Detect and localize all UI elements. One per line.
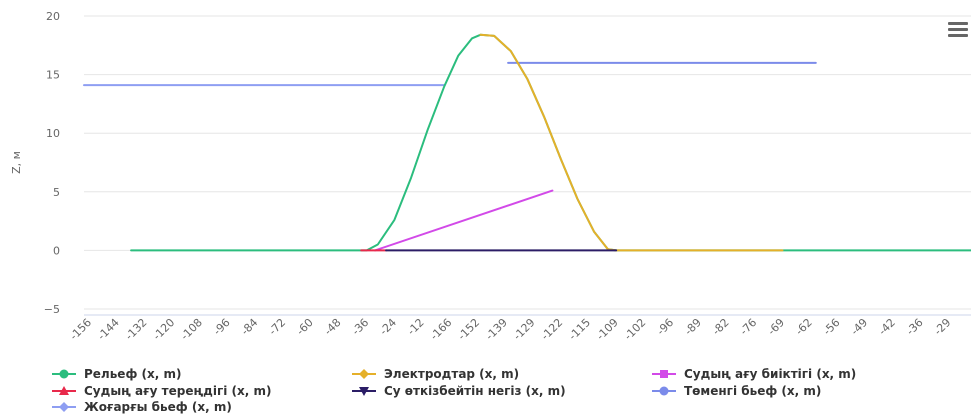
legend-label: Төменгі бьеф (x, m) [684,384,821,398]
y-tick-label: 15 [46,69,60,82]
x-tick-label: -36 [349,316,371,338]
x-tick-label: -156 [67,316,94,343]
x-tick-label: -132 [123,316,150,343]
x-tick-label: -89 [682,316,704,338]
x-tick-label: -152 [455,316,482,343]
legend-item[interactable]: Судың ағу тереңдігі (x, m) [52,384,271,398]
y-tick-label: 5 [53,186,60,199]
x-tick-label: -24 [377,316,399,338]
x-tick-label: -42 [876,316,898,338]
legend-marker-circle-icon [59,369,69,379]
x-tick-label: -96 [211,316,233,338]
x-tick-label: -122 [538,316,565,343]
legend-label: Жоғарғы бьеф (x, m) [84,400,232,414]
legend-marker-triangle-down-icon [359,387,369,396]
series-line-1 [479,33,784,252]
x-tick-label: -84 [239,316,261,338]
x-tick-label: -115 [566,316,593,343]
x-tick-label: -48 [322,316,344,338]
x-tick-label: -36 [904,316,926,338]
x-tick-label: -109 [594,316,621,343]
x-tick-label: -60 [294,316,316,338]
legend-label: Электродтар (x, m) [384,367,519,381]
y-tick-label: 20 [46,10,60,23]
x-tick-label: -139 [483,316,510,343]
x-tick-label: -49 [848,316,870,338]
x-tick-label: -72 [266,316,288,338]
legend-item[interactable]: Жоғарғы бьеф (x, m) [52,400,232,414]
x-tick-label: -56 [821,316,843,338]
y-tick-label: −5 [44,303,60,316]
legend-marker-diamond-icon [59,402,69,412]
legend-item[interactable]: Су өткізбейтін негіз (x, m) [352,384,566,398]
legend-item[interactable]: Судың ағу биіктігі (x, m) [652,367,856,381]
x-tick-label: -144 [95,316,122,343]
legend-item[interactable]: Электродтар (x, m) [352,367,519,381]
legend-label: Судың ағу биіктігі (x, m) [684,367,856,381]
legend-label: Рельеф (x, m) [84,367,181,381]
legend-label: Су өткізбейтін негіз (x, m) [384,384,566,398]
y-tick-label: 10 [46,127,60,140]
y-axis-title: Z, м [10,151,23,174]
x-tick-label: -102 [622,316,649,343]
legend-marker-square-icon [660,370,668,378]
legend-marker-circle-icon [659,386,669,396]
x-tick-label: -129 [511,316,538,343]
x-tick-label: -69 [765,316,787,338]
y-tick-label: 0 [53,244,60,257]
x-tick-label: -166 [428,316,455,343]
x-tick-label: -76 [737,316,759,338]
legend-marker-triangle-icon [59,386,69,395]
legend-item[interactable]: Төменгі бьеф (x, m) [652,384,821,398]
series-line-0 [130,33,971,252]
legend-marker-diamond-icon [359,369,369,379]
x-tick-label: -62 [793,316,815,338]
x-tick-label: -12 [405,316,427,338]
x-tick-label: -108 [178,316,205,343]
legend-item[interactable]: Рельеф (x, m) [52,367,181,381]
legend-label: Судың ағу тереңдігі (x, m) [84,384,271,398]
chart-menu-icon[interactable] [948,22,968,40]
x-tick-label: -29 [932,316,954,338]
x-tick-label: -96 [654,316,676,338]
series-line-2 [374,189,554,252]
x-tick-label: -120 [150,316,177,343]
x-tick-label: -82 [710,316,732,338]
